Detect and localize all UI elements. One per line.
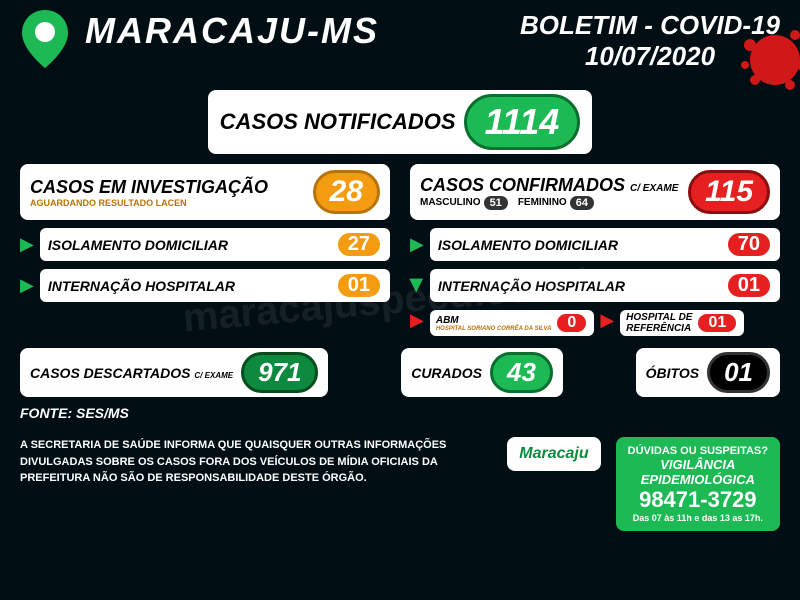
city-logo: Maracaju [507,437,600,471]
header: MARACAJU-MS BOLETIM - COVID-19 10/07/202… [0,0,800,82]
stats-columns: CASOS EM INVESTIGAÇÃO AGUARDANDO RESULTA… [0,164,800,336]
abm-stat: ABM HOSPITAL SORIANO CORRÊA DA SILVA 0 [430,310,594,336]
coronavirus-icon [735,20,800,100]
arrow-icon: ▶ [600,310,614,336]
notified-stat: CASOS NOTIFICADOS 1114 [208,90,593,154]
reference-stat: HOSPITAL DE REFERÊNCIA 01 [620,310,744,336]
location-pin-icon [20,10,70,70]
investigation-stat: CASOS EM INVESTIGAÇÃO AGUARDANDO RESULTA… [20,164,390,220]
confirmed-column: CASOS CONFIRMADOS C/ EXAME MASCULINO51 F… [410,164,780,336]
inv-hosp-row: ▶ INTERNAÇÃO HOSPITALAR 01 [20,269,390,302]
arrow-down-icon: ▶ [406,279,427,293]
contact-box: DÚVIDAS OU SUSPEITAS? VIGILÂNCIA EPIDEMI… [616,437,780,531]
notified-row: CASOS NOTIFICADOS 1114 [0,90,800,154]
city-name: MARACAJU-MS [85,10,379,52]
confirmed-stat: CASOS CONFIRMADOS C/ EXAME MASCULINO51 F… [410,164,780,220]
footer: A SECRETARIA DE SAÚDE INFORMA QUE QUAISQ… [0,429,800,539]
investigation-value: 28 [313,170,380,214]
discarded-stat: CASOS DESCARTADOS C/ EXAME 971 [20,348,328,397]
hospital-row: ▶ ABM HOSPITAL SORIANO CORRÊA DA SILVA 0… [410,310,780,336]
arrow-icon: ▶ [410,310,424,336]
notified-value: 1114 [464,94,581,150]
source-text: FONTE: SES/MS [0,397,800,429]
conf-iso-row: ▶ ISOLAMENTO DOMICILIAR 70 [410,228,780,261]
bottom-stats-row: CASOS DESCARTADOS C/ EXAME 971 CURADOS 4… [0,348,800,397]
investigation-column: CASOS EM INVESTIGAÇÃO AGUARDANDO RESULTA… [20,164,390,336]
arrow-icon: ▶ [20,234,34,255]
arrow-icon: ▶ [20,275,34,296]
conf-hosp-row: ▶ INTERNAÇÃO HOSPITALAR 01 [410,269,780,302]
arrow-icon: ▶ [410,234,424,255]
inv-iso-row: ▶ ISOLAMENTO DOMICILIAR 27 [20,228,390,261]
confirmed-value: 115 [688,170,770,214]
deaths-stat: ÓBITOS 01 [636,348,780,397]
disclaimer-text: A SECRETARIA DE SAÚDE INFORMA QUE QUAISQ… [20,437,492,487]
cured-stat: CURADOS 43 [401,348,563,397]
